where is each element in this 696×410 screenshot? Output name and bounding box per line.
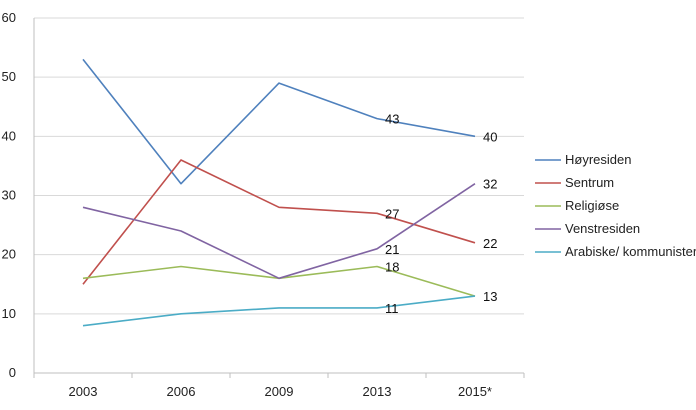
y-tick-label: 60 [2, 10, 16, 25]
series-lines [82, 58, 476, 327]
data-label: 40 [483, 129, 497, 144]
legend-label: Høyresiden [565, 152, 631, 167]
legend-label: Religiøse [565, 198, 619, 213]
x-tick-label: 2006 [167, 384, 196, 399]
x-tick-label: 2003 [69, 384, 98, 399]
series-line-4 [82, 295, 476, 327]
x-tick-label: 2013 [363, 384, 392, 399]
x-tick-label: 2009 [265, 384, 294, 399]
legend-label: Sentrum [565, 175, 614, 190]
y-tick-label: 20 [2, 247, 16, 262]
data-label: 32 [483, 177, 497, 192]
legend-label: Arabiske/ kommunister [565, 244, 696, 259]
data-label: 43 [385, 112, 399, 127]
series-line-0 [82, 58, 476, 185]
y-tick-label: 10 [2, 306, 16, 321]
legend: Høyresiden Sentrum Religiøse Venstresiden Ar… [535, 152, 696, 259]
data-label: 13 [483, 289, 497, 304]
series-line-2 [82, 265, 476, 297]
data-label: 11 [385, 301, 399, 316]
series-line-3 [82, 183, 476, 280]
data-labels: 43 40 27 22 18 13 21 32 11 [385, 112, 497, 316]
y-tick-label: 0 [9, 365, 16, 380]
series-line-1 [82, 159, 476, 285]
y-tick-label: 30 [2, 188, 16, 203]
grid [34, 17, 524, 315]
data-label: 18 [385, 260, 399, 275]
legend-label: Venstresiden [565, 221, 640, 236]
data-label: 27 [385, 206, 399, 221]
data-label: 22 [483, 236, 497, 251]
data-label: 21 [385, 242, 399, 257]
x-tick-label: 2015* [458, 384, 492, 399]
y-tick-label: 50 [2, 69, 16, 84]
axes: 0 10 20 30 40 50 60 2003 2006 2009 2013 2015* [2, 10, 525, 399]
y-tick-label: 40 [2, 128, 16, 143]
